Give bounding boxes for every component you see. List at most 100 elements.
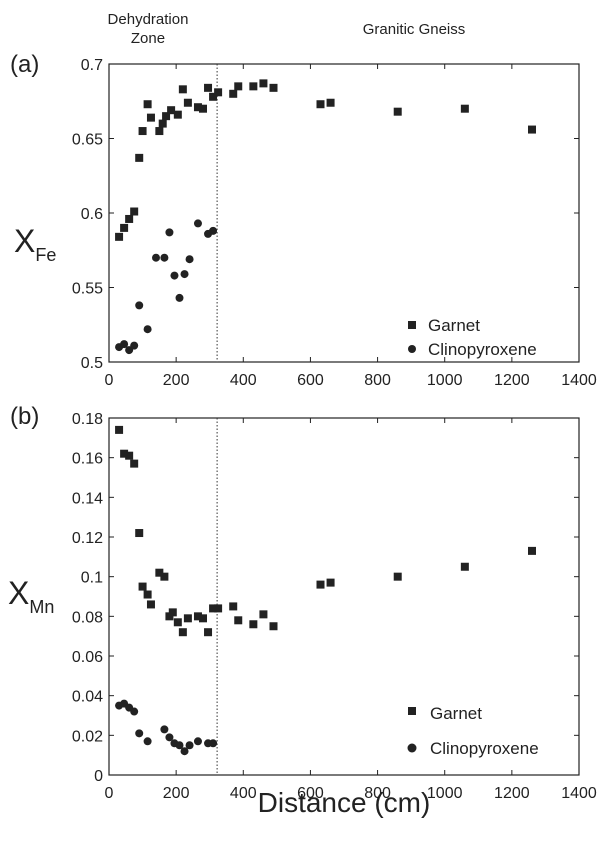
panel-b-xtick-label: 1400 <box>561 785 597 802</box>
panel-b-legend-clinopyroxene-label: Clinopyroxene <box>430 739 539 758</box>
panel-a-garnet-point <box>125 215 133 223</box>
panel-a-legend: Garnet Clinopyroxene <box>408 316 537 359</box>
panel-b-ytick-label: 0.16 <box>72 451 103 468</box>
panel-a-xtick-label: 800 <box>364 372 391 389</box>
dehydration-zone-label-line1: Dehydration <box>108 11 189 28</box>
panel-a-plot-frame <box>109 64 579 362</box>
panel-a-garnet-point <box>159 120 167 128</box>
panel-a-garnet-point <box>199 105 207 113</box>
panel-a-ylabel: XFe <box>14 223 56 265</box>
panel-a-garnet-point <box>139 127 147 135</box>
panel-a-garnet-point <box>229 90 237 98</box>
granitic-gneiss-label: Granitic Gneiss <box>363 21 466 38</box>
panel-a-data-points <box>115 79 536 354</box>
panel-a-clinopyroxene-point <box>152 254 160 262</box>
panel-a-garnet-point <box>184 99 192 107</box>
panel-a-legend-clinopyroxene-label: Clinopyroxene <box>428 340 537 359</box>
panel-b-ytick-label: 0.04 <box>72 689 103 706</box>
panel-b-clinopyroxene-point <box>209 739 217 747</box>
panel-b-garnet-point <box>234 616 242 624</box>
panel-b-plot-frame <box>109 418 579 775</box>
panel-b: (b) XMn 0 0.02 0.04 0.06 0.08 0.1 0.12 0.14 0.16… <box>8 403 597 802</box>
panel-a-clinopyroxene-point <box>165 228 173 236</box>
panel-a-clinopyroxene-point <box>194 219 202 227</box>
panel-a-garnet-point <box>115 233 123 241</box>
panel-b-xtick-label: 0 <box>105 785 114 802</box>
panel-b-label: (b) <box>10 403 39 430</box>
panel-b-garnet-point <box>160 573 168 581</box>
x-axis-label: Distance (cm) <box>258 787 431 818</box>
panel-b-ylabel-sub: Mn <box>29 597 54 617</box>
panel-a-clinopyroxene-point <box>186 255 194 263</box>
panel-b-clinopyroxene-point <box>130 708 138 716</box>
panel-b-ytick-label: 0.06 <box>72 649 103 666</box>
panel-a-garnet-point <box>120 224 128 232</box>
panel-a: (a) XFe 0.5 0.55 0.6 0.65 0.7 0 200 400 600 800 1… <box>10 51 597 389</box>
panel-b-garnet-point <box>115 426 123 434</box>
panel-b-garnet-point <box>130 460 138 468</box>
panel-b-clinopyroxene-point <box>160 725 168 733</box>
panel-b-clinopyroxene-point <box>194 737 202 745</box>
panel-b-ytick-label: 0.18 <box>72 411 103 428</box>
panel-b-garnet-point <box>204 628 212 636</box>
panel-b-xtick-label: 1000 <box>427 785 463 802</box>
panel-b-garnet-point <box>259 610 267 618</box>
panel-a-garnet-point <box>147 114 155 122</box>
panel-a-legend-clinopyroxene-marker <box>408 345 416 353</box>
panel-b-xtick-label: 1200 <box>494 785 530 802</box>
panel-a-xtick-label: 200 <box>163 372 190 389</box>
panel-a-clinopyroxene-point <box>181 270 189 278</box>
panel-a-garnet-point <box>270 84 278 92</box>
panel-b-ytick-label: 0 <box>94 768 103 785</box>
panel-a-garnet-point <box>135 154 143 162</box>
panel-a-garnet-point <box>130 208 138 216</box>
panel-b-garnet-point <box>135 529 143 537</box>
panel-a-label: (a) <box>10 51 39 78</box>
panel-a-clinopyroxene-point <box>160 254 168 262</box>
panel-a-garnet-point <box>528 126 536 134</box>
panel-a-ytick-label: 0.6 <box>81 206 103 223</box>
panel-a-xtick-label: 0 <box>105 372 114 389</box>
panel-b-legend-garnet-label: Garnet <box>430 704 482 723</box>
panel-a-legend-garnet-marker <box>408 321 416 329</box>
panel-a-garnet-point <box>155 127 163 135</box>
panel-b-legend-garnet-marker <box>408 707 416 715</box>
panel-b-clinopyroxene-point <box>186 741 194 749</box>
panel-b-garnet-point <box>327 579 335 587</box>
panel-a-xtick-label: 1000 <box>427 372 463 389</box>
panel-a-ytick-label: 0.65 <box>72 132 103 149</box>
panel-a-ytick-label: 0.55 <box>72 281 103 298</box>
dehydration-zone-label-line2: Zone <box>131 30 165 47</box>
panel-a-garnet-point <box>144 100 152 108</box>
panel-b-ylabel-main: X <box>8 575 29 611</box>
panel-a-legend-garnet-label: Garnet <box>428 316 480 335</box>
panel-a-clinopyroxene-point <box>135 301 143 309</box>
panel-b-ylabel: XMn <box>8 575 54 617</box>
panel-a-garnet-point <box>394 108 402 116</box>
panel-a-ylabel-sub: Fe <box>35 245 56 265</box>
panel-b-garnet-point <box>317 581 325 589</box>
panel-a-garnet-point <box>327 99 335 107</box>
panel-a-garnet-point <box>204 84 212 92</box>
panel-b-legend: Garnet Clinopyroxene <box>408 704 539 758</box>
panel-b-garnet-point <box>270 622 278 630</box>
panel-b-garnet-point <box>199 614 207 622</box>
panel-a-clinopyroxene-point <box>130 342 138 350</box>
panel-a-garnet-point <box>234 82 242 90</box>
panel-a-garnet-point <box>174 111 182 119</box>
panel-a-clinopyroxene-point <box>170 272 178 280</box>
panel-b-garnet-point <box>144 591 152 599</box>
panel-b-garnet-point <box>528 547 536 555</box>
panel-b-ytick-label: 0.12 <box>72 530 103 547</box>
panel-a-garnet-point <box>214 88 222 96</box>
panel-b-ytick-label: 0.14 <box>72 490 103 507</box>
panel-a-ytick-label: 0.7 <box>81 57 103 74</box>
panel-b-garnet-point <box>249 620 257 628</box>
panel-a-clinopyroxene-point <box>209 227 217 235</box>
panel-a-clinopyroxene-point <box>176 294 184 302</box>
panel-b-garnet-point <box>461 563 469 571</box>
panel-b-ytick-label: 0.08 <box>72 609 103 626</box>
panel-b-xtick-label: 200 <box>163 785 190 802</box>
panel-a-xtick-label: 1400 <box>561 372 597 389</box>
